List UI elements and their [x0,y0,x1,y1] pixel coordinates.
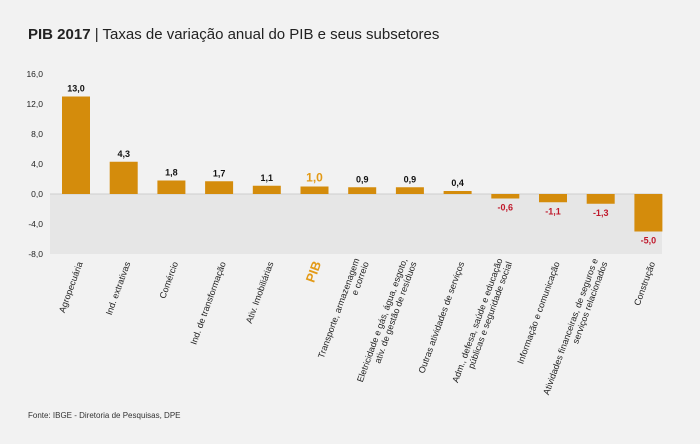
x-tick-label: Ativ. Imobiliárias [244,260,276,325]
x-tick-label-line: Informação e comunicação [515,260,561,365]
chart-title-rest: | Taxas de variação anual do PIB e seus … [90,26,440,43]
y-axis: 16,0 12,0 8,0 4,0 0,0 -4,0 -8,0 [26,69,43,259]
bar [443,191,472,194]
bar [62,96,90,194]
x-tick-label-line: Transporte, armazenagem [316,257,362,360]
x-tick-label: Ind. de transformação [188,260,227,346]
x-tick-label-line: Construção [632,260,657,307]
x-tick-label: Construção [632,260,657,307]
y-tick-label: -8,0 [28,249,43,259]
bar [634,194,663,232]
bar [539,194,567,203]
bar [300,186,329,194]
bar [395,187,424,194]
y-tick-label: 0,0 [31,189,43,199]
data-label: 0,9 [404,174,417,184]
bar [205,181,234,194]
value-labels: 13,0 4,3 1,8 1,7 1,1 1,0 0,9 0,9 0,4 -0,6 -1,1 -1,3… [67,84,656,246]
data-label: -0,6 [498,203,514,213]
data-label: 13,0 [67,84,85,94]
bar [491,194,520,199]
data-label: 1,7 [213,168,226,178]
y-tick-label: 4,0 [31,159,43,169]
data-label: 0,4 [451,178,464,188]
y-tick-label: -4,0 [28,219,43,229]
data-label: -1,1 [545,206,561,216]
x-tick-label-line: Ind. extrativas [104,260,133,317]
chart-title: PIB 2017 | Taxas de variação anual do PI… [28,26,439,43]
x-axis-labels: Agropecuária Ind. extrativas Comércio Ind. … [57,257,657,396]
y-tick-label: 12,0 [26,99,43,109]
y-tick-label: 16,0 [26,69,43,79]
x-tick-label-line: Ind. de transformação [188,260,227,346]
x-tick-label: PIB [303,259,325,284]
x-tick-label: Agropecuária [57,260,85,314]
bar [348,187,377,194]
bar [157,180,186,194]
data-label: 1,8 [165,168,178,178]
data-label: -5,0 [641,236,657,246]
bar [252,185,281,194]
data-label: 1,1 [261,173,274,183]
x-tick-label: Informação e comunicação [515,260,561,365]
bar [109,161,138,194]
data-label: 0,9 [356,174,369,184]
x-tick-label-line: Ativ. Imobiliárias [244,260,276,325]
negative-region-band [50,194,662,254]
data-label: 4,3 [117,149,130,159]
x-tick-label: Ind. extrativas [104,260,133,317]
chart-title-bold: PIB 2017 [28,26,91,43]
x-tick-label-line: PIB [303,259,325,284]
x-tick-label-line: Agropecuária [57,260,85,314]
y-tick-label: 8,0 [31,129,43,139]
data-label: -1,3 [593,208,609,218]
source-note: Fonte: IBGE - Diretoria de Pesquisas, DP… [28,411,181,420]
bars [62,96,663,232]
data-label: 1,0 [306,171,323,185]
x-tick-label: Comércio [158,260,181,300]
bar [586,194,615,204]
x-tick-label-line: Comércio [158,260,181,300]
